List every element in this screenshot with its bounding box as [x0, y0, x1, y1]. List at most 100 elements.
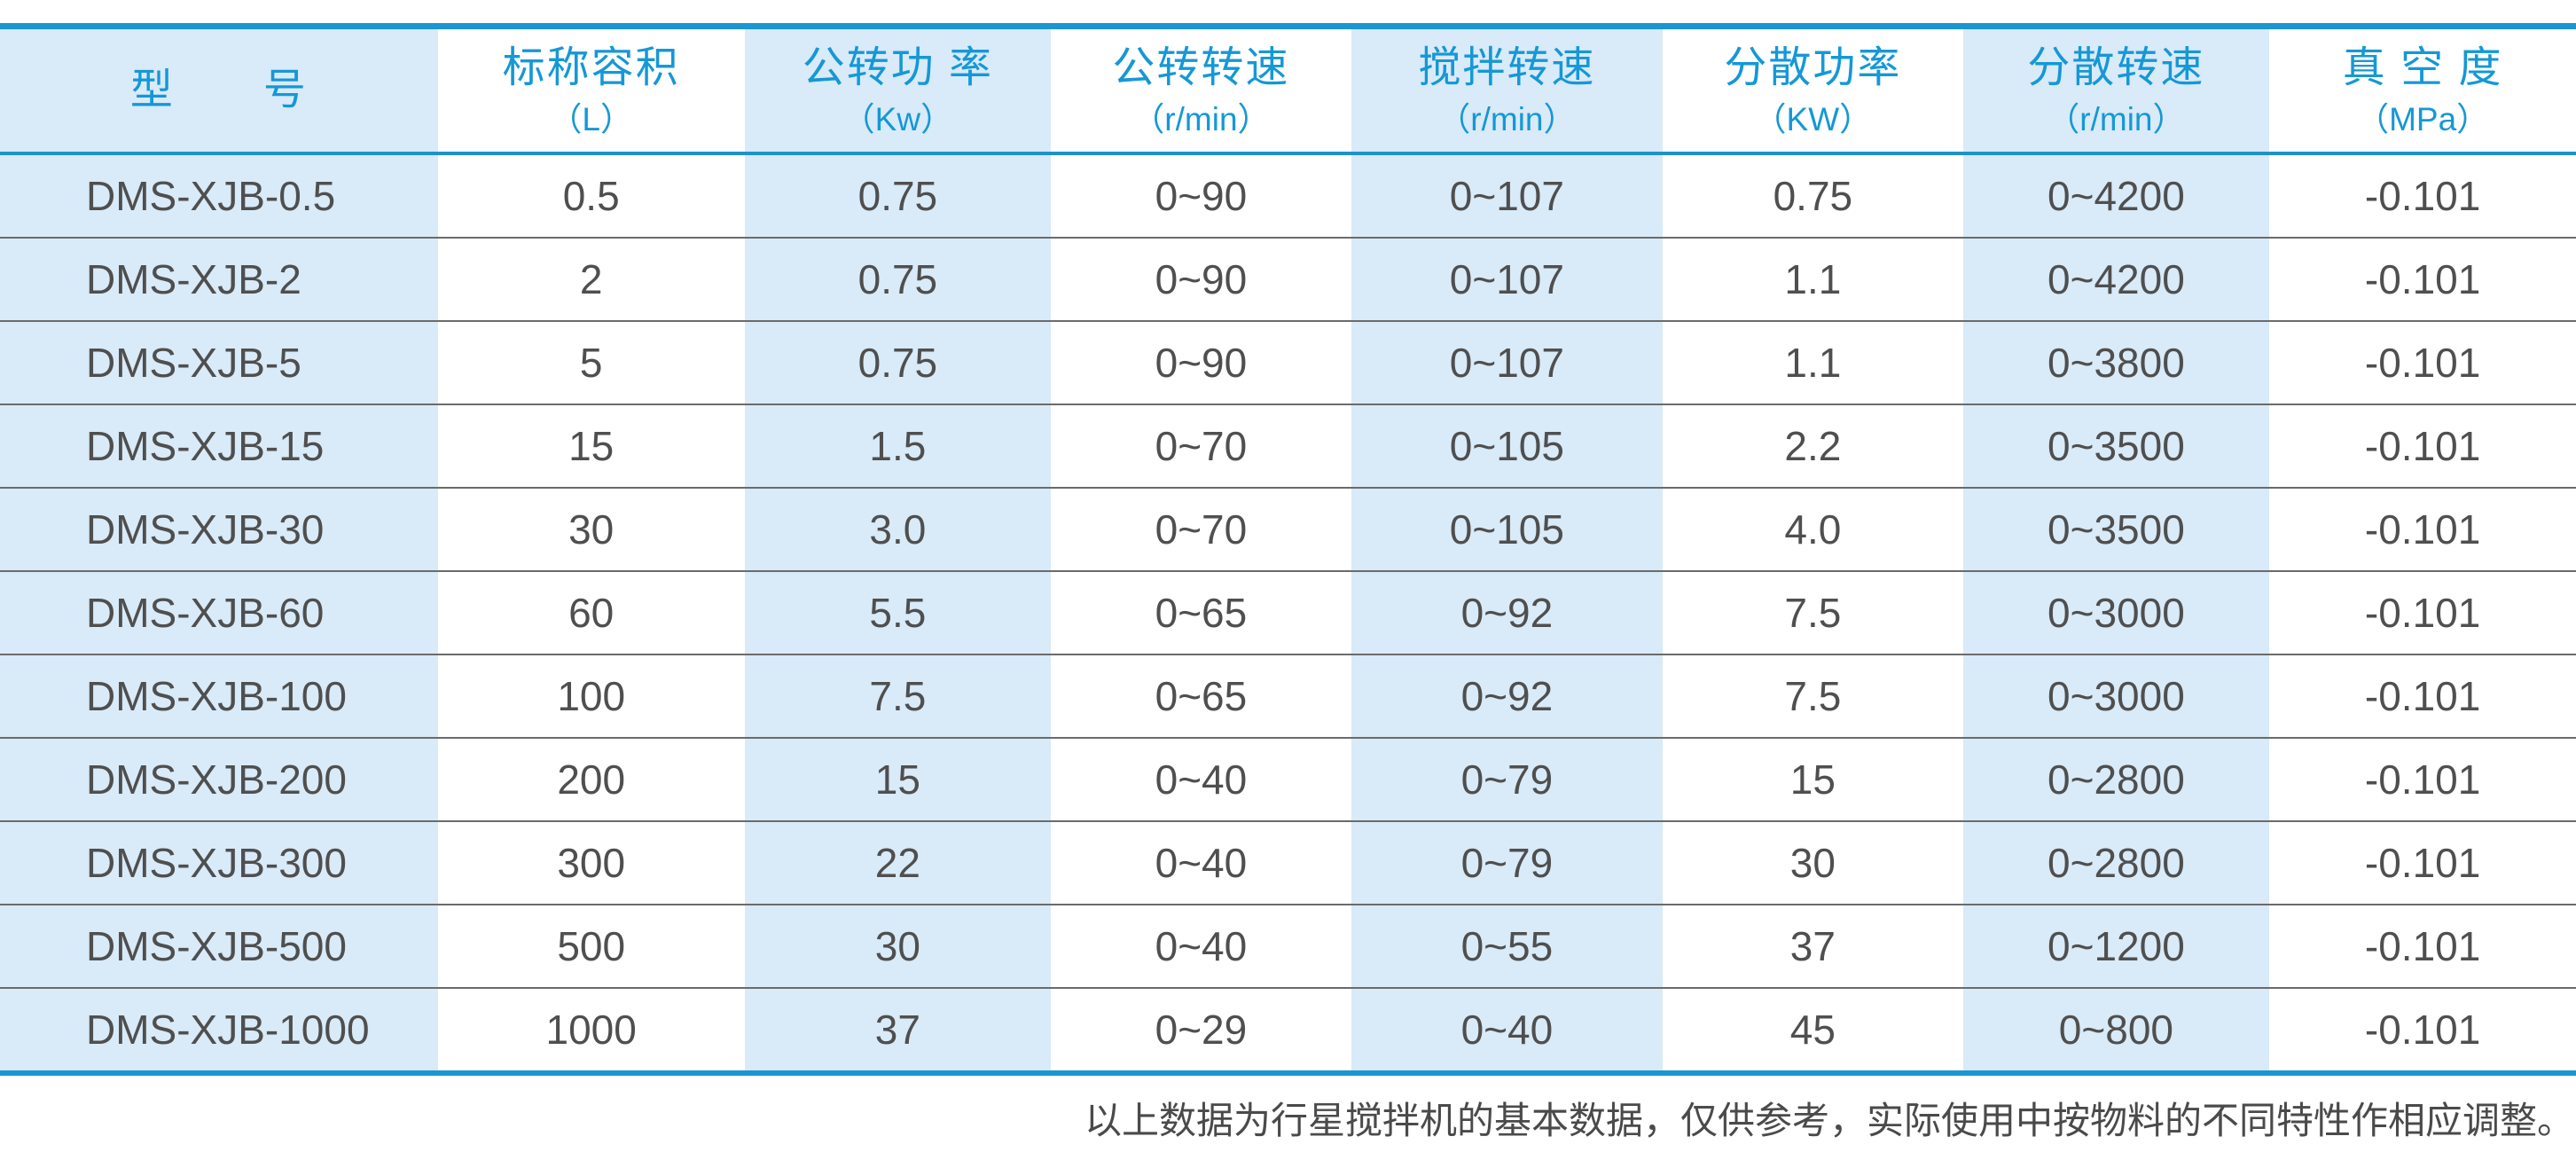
column-title: 分散转速 [2027, 43, 2205, 91]
value-cell: 15 [744, 738, 1052, 822]
value-cell: -0.101 [2269, 404, 2576, 489]
model-cell: DMS-XJB-30 [0, 488, 438, 572]
model-cell: DMS-XJB-100 [0, 654, 438, 739]
value-cell: 3.0 [744, 488, 1052, 572]
value-cell: 0~107 [1351, 153, 1664, 239]
spec-table: 型 号 标称容积 （L） 公转功 率 （Kw） 公转转速 （r/min） [0, 29, 2576, 1070]
value-cell: 1000 [545, 1007, 637, 1053]
table-row: DMS-XJB-60 60 5.5 0~65 0~92 7.5 0~3000 -0.101 [0, 571, 2576, 655]
spec-table-header: 型 号 标称容积 （L） 公转功 率 （Kw） 公转转速 （r/min） [0, 29, 2576, 155]
column-unit: （r/min） [1131, 100, 1271, 137]
value-cell: 0~4200 [1962, 153, 2270, 239]
value-cell: 0~107 [1351, 238, 1664, 322]
value-cell: 500 [437, 905, 745, 989]
column-header-stirring-speed: 搅拌转速 （r/min） [1351, 29, 1664, 155]
model-cell: DMS-XJB-500 [0, 905, 438, 989]
value-cell: 0.5 [437, 153, 745, 239]
model-cell: DMS-XJB-1000 [86, 1007, 370, 1053]
value-cell: 0~4200 [1962, 238, 2270, 322]
value-cell: -0.101 [2269, 821, 2576, 905]
column-title: 公转转速 [1112, 43, 1290, 91]
value-cell: 0~92 [1351, 654, 1664, 739]
value-cell: 0~92 [1351, 571, 1664, 655]
column-unit: （L） [549, 100, 633, 137]
value-cell: 0~90 [1051, 153, 1351, 239]
value-cell: -0.101 [2364, 1007, 2481, 1053]
value-cell: 0~800 [2058, 1007, 2173, 1053]
value-cell: 15 [1663, 738, 1963, 822]
value-cell: 0~1200 [1962, 905, 2270, 989]
spec-table-body: DMS-XJB-0.5 0.5 0.75 0~90 0~107 0.75 0~4200 -0.… [0, 153, 2576, 1070]
value-cell: 0.75 [744, 153, 1052, 239]
value-cell: 37 [874, 1007, 920, 1053]
spec-table-wrapper: 型 号 标称容积 （L） 公转功 率 （Kw） 公转转速 （r/min） [0, 23, 2576, 1076]
value-cell: 0~55 [1351, 905, 1664, 989]
value-cell: 0~105 [1351, 488, 1664, 572]
value-cell: 5 [437, 321, 745, 405]
table-row: DMS-XJB-30 30 3.0 0~70 0~105 4.0 0~3500 -0.101 [0, 488, 2576, 572]
column-header-model: 型 号 [0, 29, 438, 155]
model-cell: DMS-XJB-60 [0, 571, 438, 655]
table-row: DMS-XJB-15 15 1.5 0~70 0~105 2.2 0~3500 -0.101 [0, 404, 2576, 489]
value-cell: 0~3000 [1962, 654, 2270, 739]
value-cell: -0.101 [2269, 905, 2576, 989]
header-row: 型 号 标称容积 （L） 公转功 率 （Kw） 公转转速 （r/min） [0, 29, 2576, 155]
spec-sheet-page: 型 号 标称容积 （L） 公转功 率 （Kw） 公转转速 （r/min） [0, 23, 2576, 1152]
column-header-nominal-volume: 标称容积 （L） [437, 29, 745, 155]
value-cell: 0~3800 [1962, 321, 2270, 405]
value-cell: 15 [437, 404, 745, 489]
value-cell: -0.101 [2269, 738, 2576, 822]
value-cell: 30 [1663, 821, 1963, 905]
value-cell: 1.1 [1663, 321, 1963, 405]
value-cell: 100 [437, 654, 745, 739]
value-cell: 22 [744, 821, 1052, 905]
column-unit: （r/min） [2047, 100, 2186, 137]
value-cell: 0.75 [744, 238, 1052, 322]
value-cell: 45 [1789, 1007, 1836, 1053]
model-cell: DMS-XJB-0.5 [0, 153, 438, 239]
table-row: DMS-XJB-100 100 7.5 0~65 0~92 7.5 0~3000 -0.101 [0, 654, 2576, 739]
value-cell: 0~90 [1051, 321, 1351, 405]
column-header-revolution-power: 公转功 率 （Kw） [744, 29, 1052, 155]
value-cell: -0.101 [2269, 488, 2576, 572]
value-cell: 1.1 [1663, 238, 1963, 322]
table-row: DMS-XJB-5 5 0.75 0~90 0~107 1.1 0~3800 -0.101 [0, 321, 2576, 405]
value-cell: 0~2800 [1962, 821, 2270, 905]
column-unit: （Kw） [842, 100, 954, 137]
footer-note: 以上数据为行星搅拌机的基本数据，仅供参考，实际使用中按物料的不同特性作相应调整。 [1084, 1099, 2574, 1142]
value-cell: 30 [437, 488, 745, 572]
value-cell: 60 [437, 571, 745, 655]
value-cell: 0~29 [1155, 1007, 1248, 1053]
column-title: 标称容积 [502, 43, 680, 91]
value-cell: 5.5 [744, 571, 1052, 655]
column-header-revolution-speed: 公转转速 （r/min） [1051, 29, 1351, 155]
table-row: DMS-XJB-500 500 30 0~40 0~55 37 0~1200 -0.101 [0, 905, 2576, 989]
value-cell: 0~40 [1460, 1007, 1554, 1053]
value-cell: 30 [744, 905, 1052, 989]
value-cell: 4.0 [1663, 488, 1963, 572]
column-title: 公转功 率 [802, 43, 994, 91]
value-cell: 0.75 [744, 321, 1052, 405]
value-cell: 0~3500 [1962, 404, 2270, 489]
model-cell: DMS-XJB-200 [0, 738, 438, 822]
value-cell: 0.75 [1663, 153, 1963, 239]
table-row: DMS-XJB-300 300 22 0~40 0~79 30 0~2800 -0.101 [0, 821, 2576, 905]
column-title: 型 号 [129, 67, 308, 114]
column-title: 搅拌转速 [1418, 43, 1596, 91]
value-cell: 1.5 [744, 404, 1052, 489]
column-header-dispersion-power: 分散功率 （KW） [1663, 29, 1963, 155]
value-cell: 0~105 [1351, 404, 1664, 489]
value-cell: -0.101 [2269, 238, 2576, 322]
value-cell: -0.101 [2269, 321, 2576, 405]
model-cell: DMS-XJB-300 [0, 821, 438, 905]
value-cell: 0~40 [1051, 905, 1351, 989]
table-row: DMS-XJB-0.5 0.5 0.75 0~90 0~107 0.75 0~4200 -0.… [0, 153, 2576, 239]
column-header-vacuum-degree: 真 空 度 （MPa） [2269, 29, 2576, 155]
value-cell: 0~90 [1051, 238, 1351, 322]
value-cell: 37 [1663, 905, 1963, 989]
table-row: DMS-XJB-1000 1000 37 0~29 0~40 45 0~800 -0.101 [0, 988, 2576, 1070]
column-unit: （MPa） [2356, 100, 2490, 137]
value-cell: 7.5 [1663, 654, 1963, 739]
value-cell: 0~40 [1051, 738, 1351, 822]
value-cell: 0~79 [1351, 738, 1664, 822]
